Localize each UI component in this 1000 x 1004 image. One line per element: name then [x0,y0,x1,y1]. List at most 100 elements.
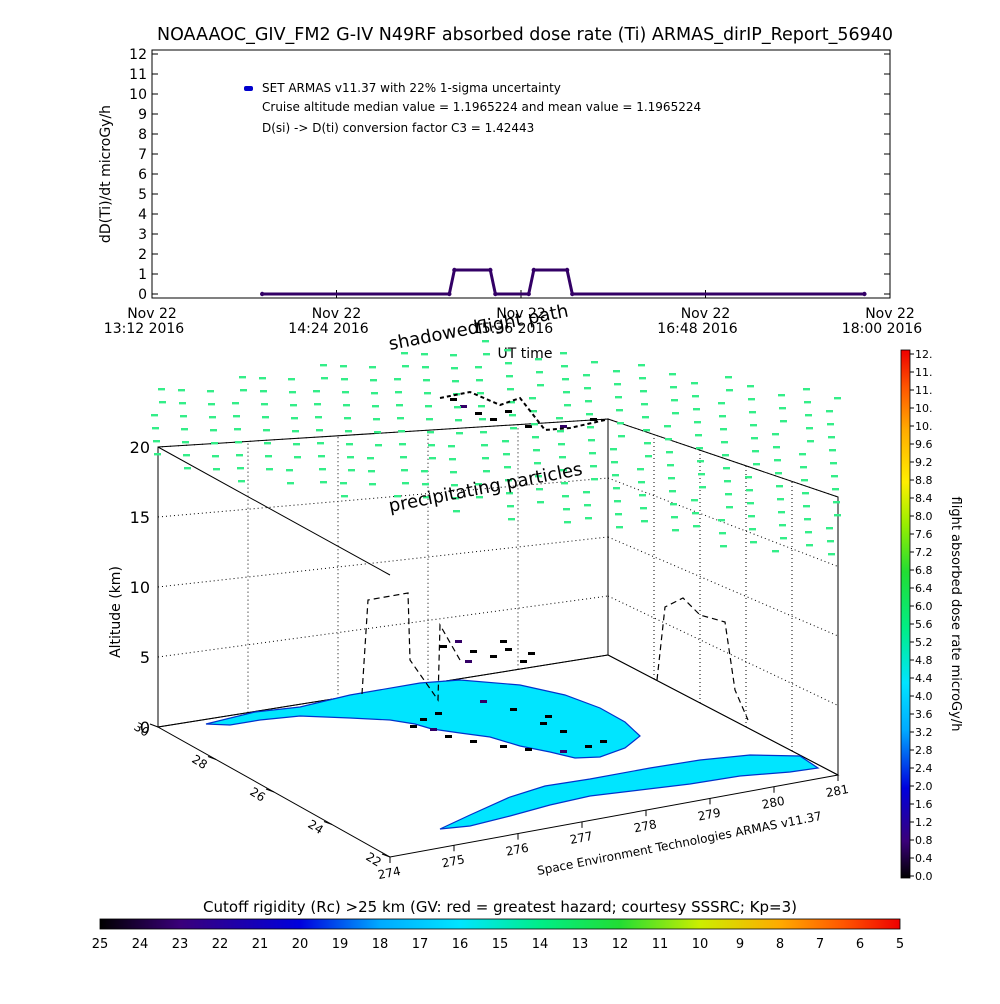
rigidity-tick-label: 15 [492,937,509,952]
particle-mark [423,379,430,382]
particle-mark [260,390,267,393]
particle-mark [564,404,571,407]
altitude-tick-label: 20 [130,438,150,457]
particle-mark [346,443,353,446]
particle-mark [691,499,698,502]
particle-mark [292,430,299,433]
particle-mark [591,361,598,364]
figure-title: NOAAAOC_GIV_FM2 G-IV N49RF absorbed dose… [157,25,893,45]
particle-mark [179,402,186,405]
particle-mark [616,526,623,529]
particle-mark [208,403,215,406]
shadow-marker [490,655,497,658]
particle-mark [726,389,733,392]
particle-mark [669,490,676,493]
particle-mark [583,374,590,377]
shadow-marker [420,718,427,721]
particle-mark [556,417,563,420]
particle-mark [750,424,757,427]
colorbar-tick-label: 12. [915,348,933,361]
particle-mark [692,395,699,398]
particle-mark [563,508,570,511]
data-point [570,291,575,297]
particle-mark [640,390,647,393]
particle-mark [672,412,679,415]
particle-mark [503,453,510,456]
colorbar-tick-label: 9.6 [915,438,933,451]
particle-mark [348,469,355,472]
colorbar-tick-label: 5.2 [915,636,933,649]
y-tick-label: 3 [138,227,147,243]
particle-mark [752,450,759,453]
shadow-marker [510,708,517,711]
particle-mark [534,462,541,465]
colorbar-ramp [900,349,911,879]
particle-mark [505,479,512,482]
particle-mark [670,503,677,506]
altitude-tick-label: 0 [140,718,150,737]
lon-tick-label: 277 [569,829,594,847]
rigidity-ramp [99,918,901,930]
shadow-marker [410,725,417,728]
lat-tick-label: 22 [363,850,383,870]
colorbar-tick-label: 6.8 [915,564,933,577]
particle-mark [233,415,240,418]
legend-line-2: Cruise altitude median value = 1.1965224… [262,100,701,114]
particle-mark [613,370,620,373]
particle-mark [751,437,758,440]
particle-mark [421,353,428,356]
shadow-marker [590,418,597,421]
particle-mark [724,480,731,483]
rigidity-tick-label: 12 [612,937,629,952]
particle-mark [826,410,833,413]
shadow-marker [450,398,457,401]
particle-mark [508,518,515,521]
shadow-marker [465,660,472,663]
shadow-marker [560,425,567,428]
particle-mark [610,448,617,451]
y-tick-label: 7 [138,147,147,163]
particle-mark [807,440,814,443]
particle-mark [639,377,646,380]
particle-mark [806,544,813,547]
y-tick-label: 4 [138,207,147,223]
shadow-marker [600,740,607,743]
shadow-marker [440,645,447,648]
particle-mark [587,426,594,429]
grid-line [607,418,839,498]
particle-mark [476,496,483,499]
shadow-marker [435,712,442,715]
particle-mark [584,387,591,390]
colorbar-tick-label: 11. [915,384,933,397]
shadow-marker [540,722,547,725]
particle-mark [159,401,166,404]
rigidity-tick-label: 21 [252,937,269,952]
particle-mark [341,495,348,498]
grid-line [607,536,839,637]
particle-mark [617,422,624,425]
particle-mark [560,352,567,355]
particle-mark [265,455,272,458]
particle-mark [749,528,756,531]
x-axis-label: UT time [498,346,553,362]
particle-mark [665,438,672,441]
rigidity-title: Cutoff rigidity (Rc) >25 km (GV: red = g… [203,898,797,916]
particle-mark [827,423,834,426]
altitude-ticks: 0 5 10 15 20 [130,438,150,737]
particle-mark [611,461,618,464]
particle-mark [722,454,729,457]
particle-mark [779,524,786,527]
rigidity-tick-label: 23 [172,937,189,952]
particle-mark [718,402,725,405]
particle-mark [264,442,271,445]
particle-mark [830,462,837,465]
grid-line [607,595,839,706]
y-axis-label: dD(Ti)/dt microGy/h [98,105,114,243]
particle-mark [562,495,569,498]
particle-mark [506,492,513,495]
particle-mark [827,540,834,543]
particle-mark [641,403,648,406]
x-tick-label: Nov 22 [127,306,177,322]
colorbar-tick-label: 0.0 [915,870,933,883]
